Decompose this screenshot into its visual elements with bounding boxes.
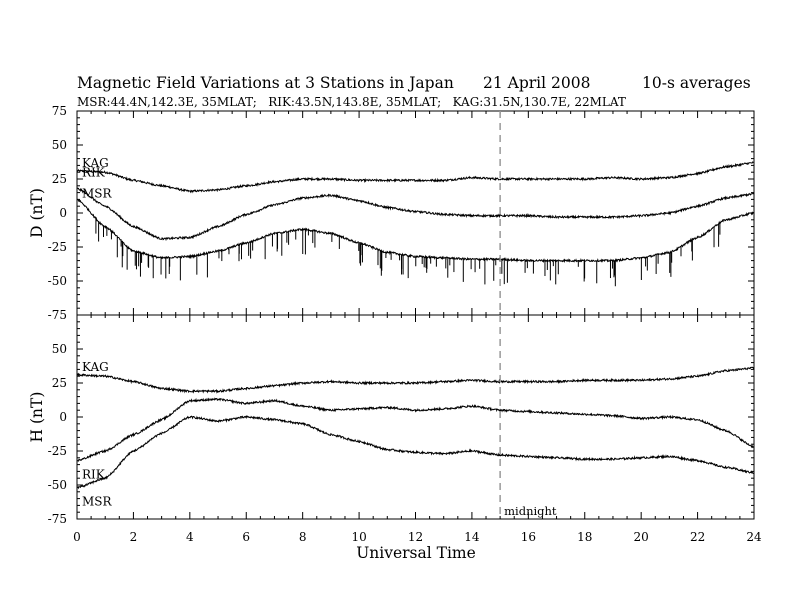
- y-tick-label: 0: [59, 410, 67, 424]
- y-tick-label: 0: [59, 206, 67, 220]
- series-label-msr: MSR: [82, 495, 113, 509]
- x-tick-label: 16: [521, 530, 536, 544]
- series-line-rik: [76, 187, 755, 242]
- x-tick-label: 24: [746, 530, 762, 544]
- midnight-label: midnight: [504, 504, 557, 518]
- y-axis-label: D (nT): [28, 188, 46, 238]
- chart-date: 21 April 2008: [483, 74, 590, 92]
- y-tick-label: -50: [48, 274, 67, 288]
- y-axis-label: H (nT): [28, 392, 46, 443]
- y-tick-label: -75: [48, 308, 67, 322]
- series-label-rik: RIK: [82, 166, 106, 180]
- x-tick-label: 4: [186, 530, 194, 544]
- chart-averaging: 10-s averages: [642, 74, 751, 92]
- chart-subtitle: MSR:44.4N,142.3E, 35MLAT; RIK:43.5N,143.…: [77, 95, 626, 109]
- y-tick-label: -75: [48, 512, 67, 526]
- series-line-msr: [76, 415, 755, 490]
- x-tick-label: 14: [464, 530, 480, 544]
- y-tick-label: 75: [52, 104, 67, 118]
- series-line-rik: [76, 397, 755, 462]
- series-label-rik: RIK: [82, 468, 106, 482]
- y-tick-label: 25: [52, 172, 67, 186]
- series-label-kag: KAG: [82, 360, 109, 374]
- y-tick-label: -25: [48, 444, 67, 458]
- x-tick-label: 10: [351, 530, 366, 544]
- series-line-msr: [76, 198, 755, 264]
- x-tick-label: 0: [73, 530, 81, 544]
- series-line-kag: [76, 366, 755, 394]
- y-tick-label: 25: [52, 376, 67, 390]
- series-label-msr: MSR: [82, 186, 113, 200]
- x-tick-label: 12: [408, 530, 423, 544]
- x-tick-label: 22: [690, 530, 705, 544]
- y-tick-label: -25: [48, 240, 67, 254]
- y-tick-label: 50: [52, 138, 67, 152]
- x-tick-label: 2: [130, 530, 138, 544]
- series-line-kag: [76, 161, 754, 194]
- chart-title: Magnetic Field Variations at 3 Stations …: [77, 74, 454, 92]
- x-axis-label: Universal Time: [356, 544, 476, 562]
- series-label-kag: KAG: [82, 156, 109, 170]
- x-tick-label: 8: [299, 530, 307, 544]
- x-tick-label: 18: [577, 530, 592, 544]
- x-tick-label: 20: [634, 530, 649, 544]
- panel-h: 50 25 0 -25 -50 -75 H (nT) KAG RIK MSR: [28, 314, 755, 526]
- y-tick-label: 50: [52, 342, 67, 356]
- panel-frame: [76, 110, 755, 316]
- y-tick-label: -50: [48, 478, 67, 492]
- x-tick-label: 6: [242, 530, 250, 544]
